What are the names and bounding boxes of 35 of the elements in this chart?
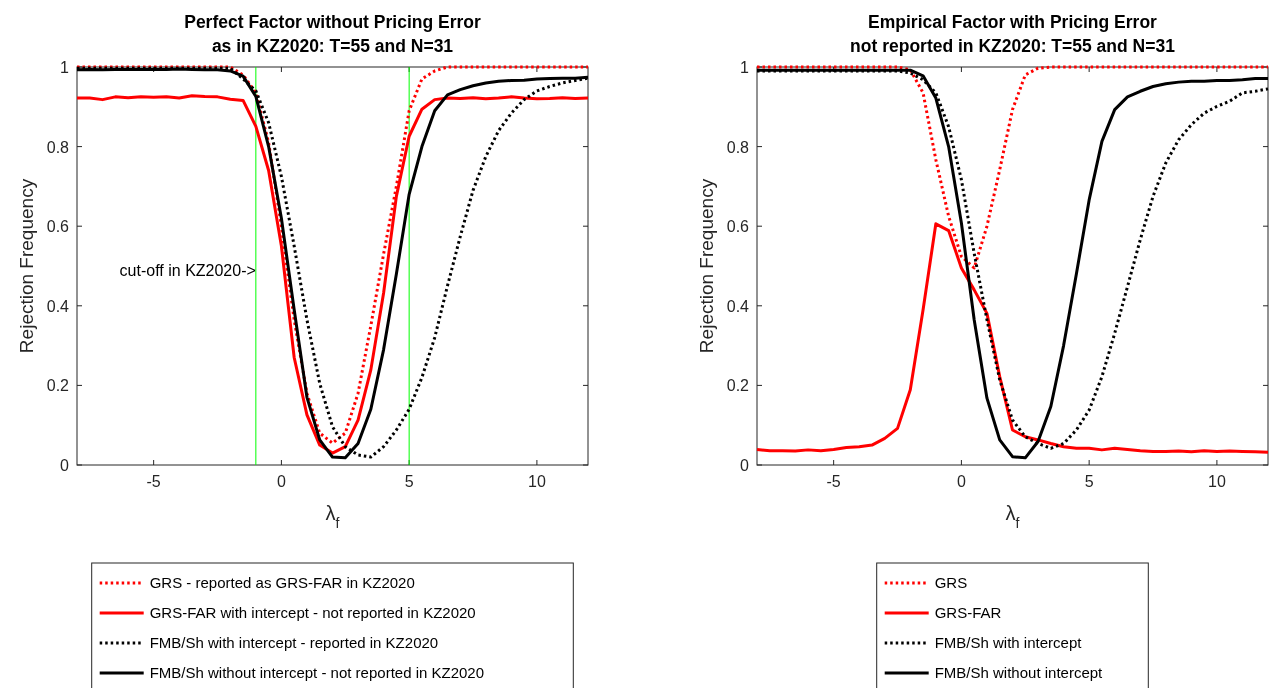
chart-title: Empirical Factor with Pricing Error not reported in KZ2020: T=55 and N=31 [850, 12, 1176, 56]
y-tick-label: 1 [740, 59, 750, 76]
x-tick-label: 5 [404, 473, 414, 490]
legend-label: FMB/Sh without intercept - not reported in KZ2020 [149, 664, 485, 681]
x-axis-title: λ$_{f}$ [1005, 502, 1020, 531]
x-tick-label: -5 [146, 473, 161, 490]
y-tick-label: 1 [60, 59, 70, 76]
y-tick-label: 0.8 [46, 138, 70, 156]
y-tick-label: 0.4 [46, 297, 70, 315]
y-tick-label: 0.2 [726, 377, 750, 395]
x-axis-title: λ$_{f}$ [325, 502, 340, 531]
legend-label: GRS - reported as GRS-FAR in KZ2020 [149, 574, 415, 591]
y-axis-title: Rejection Frequency [16, 178, 37, 354]
y-tick-label: 0.8 [726, 138, 750, 156]
annotation: cut-off in KZ2020-> [119, 261, 256, 279]
x-tick-label: 0 [276, 473, 286, 490]
y-tick-label: 0.4 [726, 297, 750, 315]
legend-label: GRS-FAR with intercept - not reported in KZ2020 [149, 604, 476, 621]
chart-title: Perfect Factor without Pricing Error as in KZ2020: T=55 and N=31 [184, 12, 481, 56]
legend-label: GRS-FAR [934, 604, 1002, 621]
x-tick-label: 10 [1208, 473, 1226, 490]
y-tick-label: 0 [740, 457, 750, 474]
y-tick-label: 0.6 [46, 218, 70, 236]
x-tick-label: 5 [1084, 473, 1094, 490]
y-tick-label: 0.6 [726, 218, 750, 236]
y-tick-label: 0 [60, 457, 70, 474]
legend-label: FMB/Sh with intercept [934, 634, 1083, 651]
legend-label: GRS [934, 574, 968, 591]
x-tick-label: 10 [528, 473, 546, 490]
legend-label: FMB/Sh with intercept - reported in KZ2020 [149, 634, 439, 651]
legend-label: FMB/Sh without intercept [934, 664, 1104, 681]
x-tick-label: -5 [826, 473, 841, 490]
x-tick-label: 0 [956, 473, 966, 490]
y-axis-title: Rejection Frequency [696, 178, 717, 354]
y-tick-label: 0.2 [46, 377, 70, 395]
